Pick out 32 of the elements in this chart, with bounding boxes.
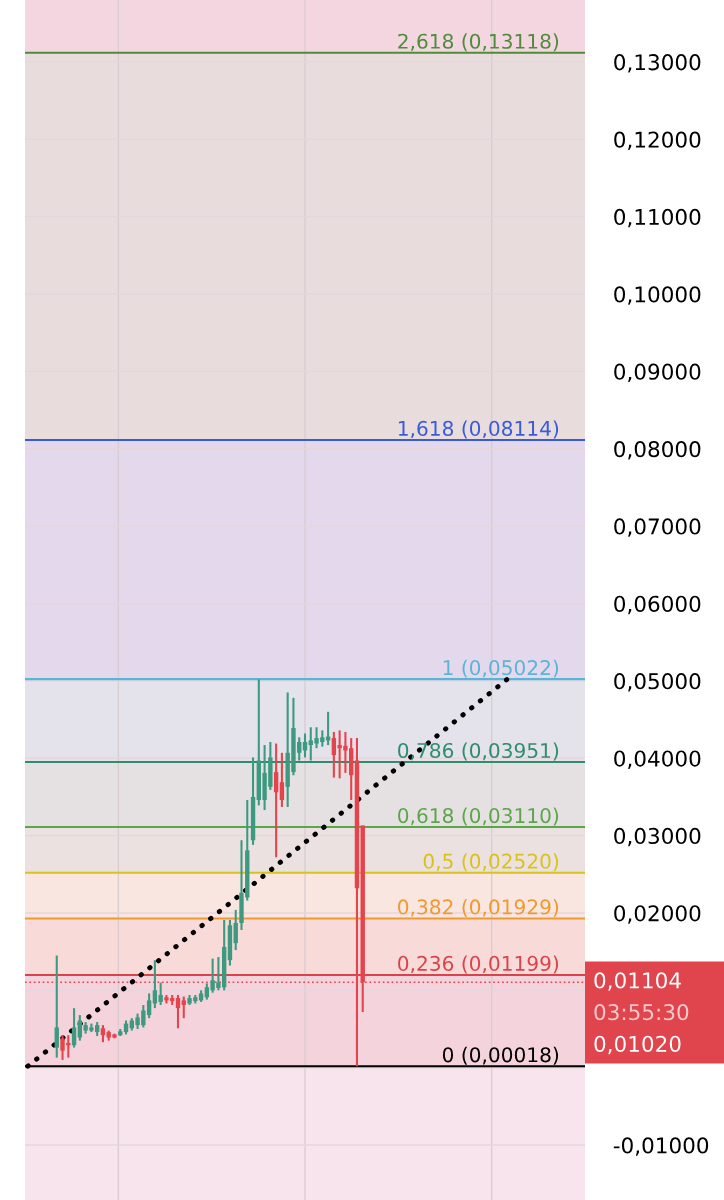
text: 03:55:30 <box>594 1003 689 1021</box>
candlestick <box>181 995 186 1020</box>
text: 0,01104 <box>594 972 681 991</box>
candlestick <box>273 742 279 859</box>
candlestick <box>175 993 181 1030</box>
y-tick-label: 0,02000 <box>614 905 701 924</box>
ref-line-label: 0,382 (0,01929) <box>398 898 559 917</box>
y-tick-label: 0,07000 <box>614 518 701 537</box>
candlestick <box>279 751 285 808</box>
ref-line-label: 1 (0,05022) <box>443 659 559 678</box>
y-tick-label: 0,05000 <box>614 673 701 692</box>
ref-line-label: 0,236 (0,01199) <box>398 955 559 974</box>
ref-line-label: 0,786 (0,03951) <box>398 742 559 761</box>
y-tick-label: 0,08000 <box>614 440 701 460</box>
y-tick-label: 0,09000 <box>614 363 701 383</box>
y-tick-label: 0,11000 <box>614 208 701 228</box>
candlestick <box>54 954 59 1059</box>
y-tick-label: 0,03000 <box>614 827 701 847</box>
ref-line-label: 2,618 (0,13118) <box>398 33 559 52</box>
ref-line-label: 0 (0,00018) <box>442 1046 559 1065</box>
text: 0,01020 <box>594 1035 681 1055</box>
candlestick <box>71 1007 77 1049</box>
y-tick-label: 0,04000 <box>614 750 701 769</box>
y-tick-label: 0,10000 <box>614 286 701 305</box>
ref-line-label: 0,5 (0,02520) <box>423 853 559 872</box>
y-tick-label: -0,01000 <box>613 1137 709 1156</box>
y-tick-label: 0,12000 <box>614 131 701 150</box>
ref-line-label: 0,618 (0,03110) <box>398 807 559 826</box>
ref-line-label: 1,618 (0,08114) <box>398 420 559 439</box>
y-tick-label: 0,13000 <box>614 54 701 73</box>
y-tick-label: 0,06000 <box>614 595 701 615</box>
candlestick <box>233 908 238 952</box>
